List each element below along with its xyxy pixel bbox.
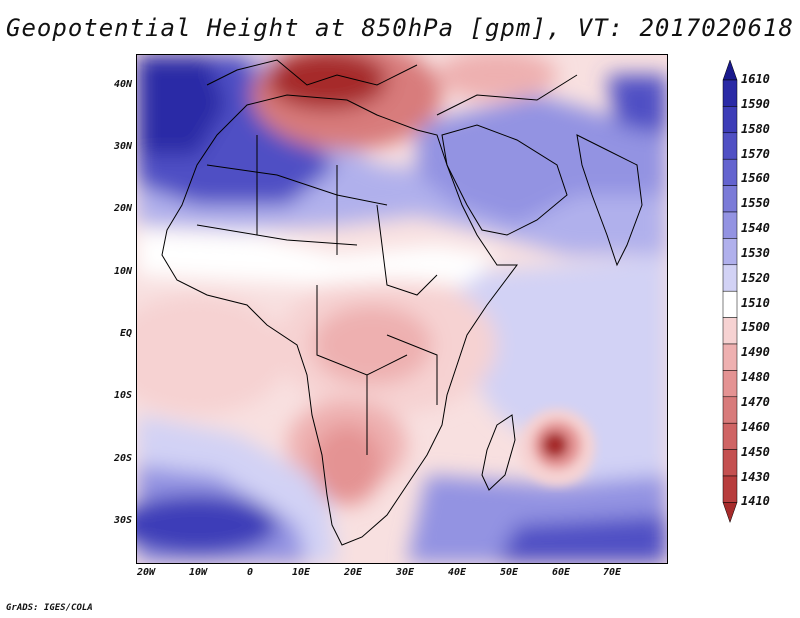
colorbar-level-label: 1540 [741, 221, 770, 236]
colorbar-swatch [722, 343, 738, 371]
colorbar-level-label: 1480 [741, 370, 770, 385]
colorbar-swatch [722, 106, 738, 134]
colorbar-level-label: 1570 [741, 146, 770, 161]
colorbar-top-arrow [722, 60, 738, 81]
colorbar-swatch [722, 396, 738, 424]
lon-label-50e: 50E [499, 567, 519, 578]
colorbar-swatch [722, 290, 738, 318]
colorbar-swatch [722, 475, 738, 503]
colorbar-level-label: 1580 [741, 121, 770, 136]
colorbar-level-label: 1430 [741, 469, 770, 484]
colorbar-level-label: 1590 [741, 96, 770, 111]
lon-label-70e: 70E [602, 567, 622, 578]
colorbar-swatch [722, 264, 738, 292]
colorbar-level-label: 1520 [741, 270, 770, 285]
lon-label-10w: 10W [188, 567, 208, 578]
colorbar-swatch [722, 317, 738, 345]
lon-label-20w: 20W [136, 567, 156, 578]
colorbar-swatch [722, 449, 738, 477]
lon-label-30e: 30E [395, 567, 415, 578]
colorbar-swatch [722, 132, 738, 160]
lon-label-60e: 60E [551, 567, 571, 578]
colorbar-bottom-arrow [722, 502, 738, 524]
colorbar-level-label: 1550 [741, 196, 770, 211]
lat-label-40n: 40N [113, 79, 132, 90]
colorbar-level-label: 1500 [741, 320, 770, 335]
lat-label-10s: 10S [113, 390, 132, 401]
colorbar-swatch [722, 79, 738, 107]
colorbar-level-label: 1560 [741, 171, 770, 186]
colorbar-swatch [722, 238, 738, 266]
colorbar-swatch [722, 158, 738, 186]
lat-label-eq: EQ [119, 328, 132, 339]
colorbar-level-label: 1530 [741, 245, 770, 260]
colorbar-level-label: 1470 [741, 395, 770, 409]
colorbar [722, 60, 738, 524]
map-panel [136, 54, 668, 564]
colorbar-level-label: 1410 [741, 494, 770, 509]
colorbar-swatch [722, 185, 738, 213]
colorbar-swatch [722, 370, 738, 398]
lat-label-20n: 20N [113, 203, 132, 214]
lat-label-10n: 10N [113, 266, 132, 277]
lon-label-40e: 40E [447, 567, 467, 578]
colorbar-level-label: 1510 [741, 295, 770, 310]
colorbar-level-label: 1490 [741, 345, 770, 360]
colorbar-swatch [722, 422, 738, 450]
lat-label-20s: 20S [113, 453, 132, 464]
credit-text: GrADS: IGES/COLA [6, 603, 93, 613]
height-field [137, 55, 667, 563]
lat-label-30s: 30S [113, 515, 132, 526]
colorbar-level-label: 1460 [741, 419, 770, 434]
lon-label-10e: 10E [291, 567, 311, 578]
lon-label-20e: 20E [343, 567, 363, 578]
colorbar-level-label: 1610 [741, 72, 770, 86]
colorbar-swatch [722, 211, 738, 239]
lat-label-30n: 30N [113, 141, 132, 152]
map-title: Geopotential Height at 850hPa [gpm], VT:… [6, 14, 794, 42]
lon-label-0: 0 [246, 567, 254, 578]
colorbar-level-label: 1450 [741, 444, 770, 459]
